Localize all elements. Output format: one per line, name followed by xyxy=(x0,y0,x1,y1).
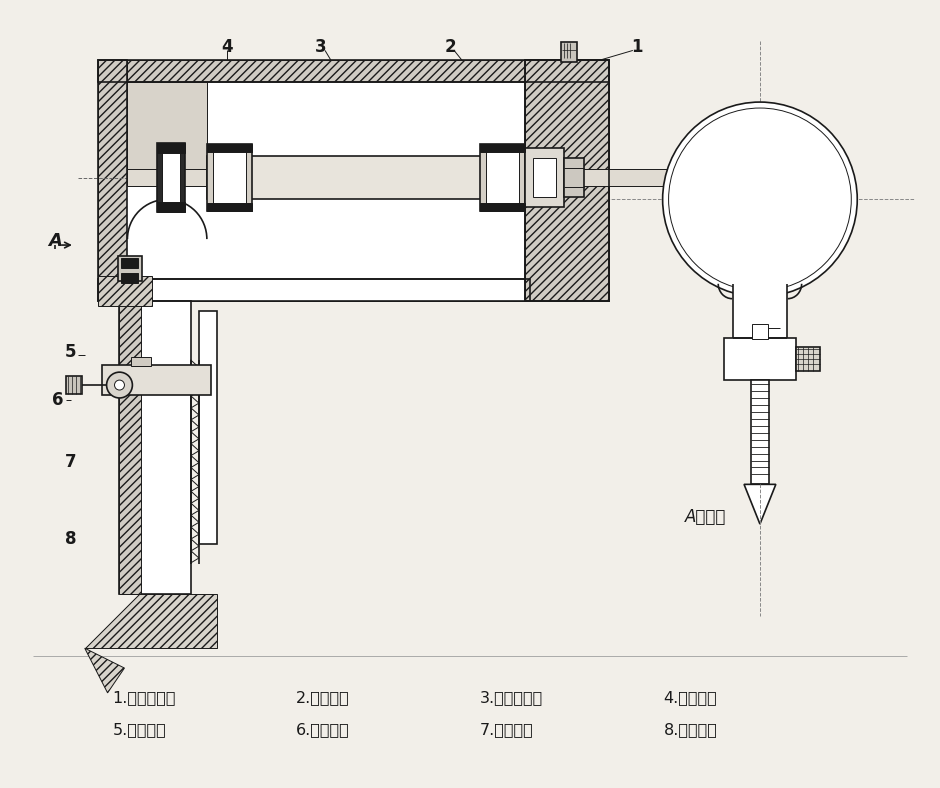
Circle shape xyxy=(663,102,857,297)
Circle shape xyxy=(668,108,852,291)
Bar xyxy=(525,61,609,301)
Text: 1.　电动机；: 1. 电动机； xyxy=(113,690,176,705)
Polygon shape xyxy=(85,593,217,649)
Bar xyxy=(533,158,556,198)
Bar xyxy=(525,61,609,301)
Bar xyxy=(525,61,609,301)
Text: 4.　连杆；: 4. 连杆； xyxy=(664,690,717,705)
Bar xyxy=(98,61,128,301)
Circle shape xyxy=(106,372,133,398)
Bar xyxy=(98,276,152,306)
Bar xyxy=(751,380,769,485)
Bar xyxy=(199,310,217,544)
Text: 2: 2 xyxy=(445,39,456,57)
Text: 4: 4 xyxy=(221,39,232,57)
Text: 3.　偏心轴；: 3. 偏心轴； xyxy=(480,690,543,705)
Bar xyxy=(561,43,577,62)
Bar xyxy=(157,143,185,153)
Bar xyxy=(207,156,525,199)
Bar xyxy=(480,143,525,211)
Text: 6.　销圈；: 6. 销圈； xyxy=(296,722,350,737)
Text: 3: 3 xyxy=(315,39,327,57)
Bar xyxy=(66,376,82,394)
Bar xyxy=(119,301,141,593)
Text: A向示意: A向示意 xyxy=(684,508,726,526)
Bar xyxy=(128,82,525,301)
Bar xyxy=(724,338,795,380)
Bar xyxy=(98,61,128,301)
Text: 6: 6 xyxy=(53,391,64,409)
Bar xyxy=(752,325,768,340)
Text: 5: 5 xyxy=(65,344,76,361)
Bar xyxy=(98,279,529,301)
Text: 2.　接套；: 2. 接套； xyxy=(296,690,350,705)
Bar xyxy=(207,143,252,152)
Bar xyxy=(128,169,679,187)
Polygon shape xyxy=(85,649,124,693)
Bar xyxy=(98,279,529,301)
Text: 1: 1 xyxy=(631,39,643,57)
Bar xyxy=(207,203,252,211)
Bar xyxy=(119,301,191,593)
Bar xyxy=(98,61,609,82)
Bar xyxy=(121,258,138,268)
Bar xyxy=(132,357,151,366)
Bar xyxy=(157,203,185,212)
Bar xyxy=(118,256,142,281)
Bar xyxy=(157,143,185,212)
Text: 7.　锅条；: 7. 锅条； xyxy=(480,722,534,737)
Bar xyxy=(564,158,584,198)
Bar xyxy=(486,150,519,206)
Text: 8: 8 xyxy=(65,530,76,548)
Circle shape xyxy=(115,380,124,390)
Polygon shape xyxy=(744,485,776,524)
Bar xyxy=(207,143,252,211)
Bar xyxy=(163,151,180,204)
Text: A: A xyxy=(48,232,62,250)
Text: 8.　护脚。: 8. 护脚。 xyxy=(664,722,717,737)
Bar xyxy=(121,273,138,283)
Bar xyxy=(480,203,525,211)
Bar xyxy=(733,284,787,338)
Bar xyxy=(98,61,609,82)
Bar xyxy=(525,147,564,207)
Bar xyxy=(128,82,207,180)
Bar xyxy=(102,365,211,395)
Bar xyxy=(795,348,820,371)
Bar xyxy=(480,143,525,152)
Text: 5.　滑块；: 5. 滑块； xyxy=(113,722,166,737)
Text: 7: 7 xyxy=(65,452,77,470)
Bar xyxy=(212,150,245,206)
